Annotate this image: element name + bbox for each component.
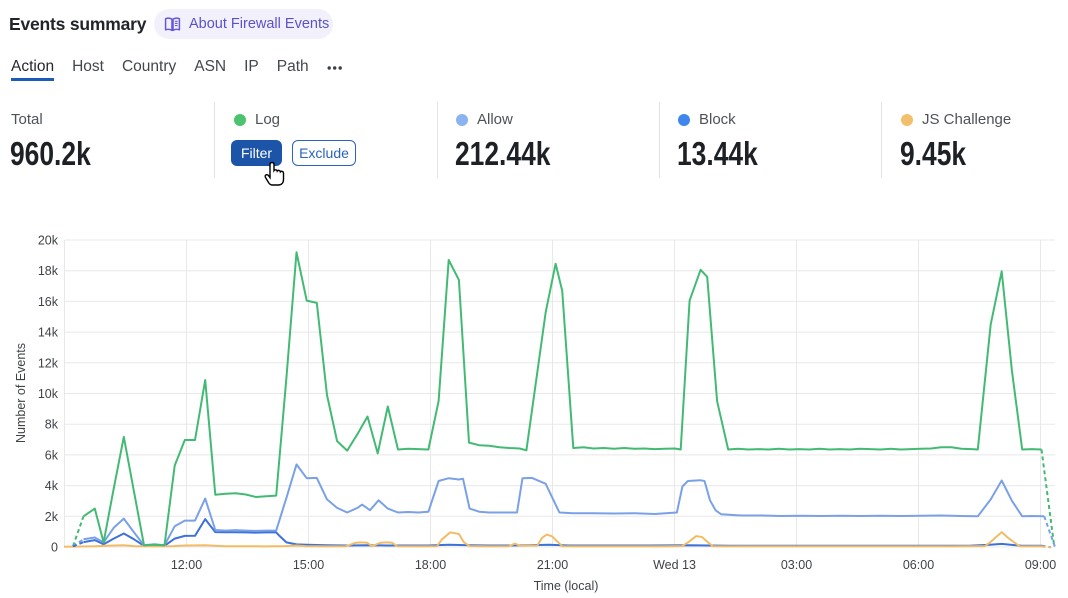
svg-text:8k: 8k	[45, 418, 59, 432]
svg-text:12k: 12k	[38, 356, 59, 370]
svg-text:Time (local): Time (local)	[534, 579, 599, 593]
svg-text:10k: 10k	[38, 387, 59, 401]
svg-text:Number of Events: Number of Events	[14, 343, 28, 443]
svg-text:14k: 14k	[38, 326, 59, 340]
svg-text:20k: 20k	[38, 234, 59, 248]
svg-text:0: 0	[51, 541, 58, 555]
svg-text:6k: 6k	[45, 448, 59, 462]
svg-text:16k: 16k	[38, 295, 59, 309]
svg-text:21:00: 21:00	[537, 558, 568, 572]
svg-text:09:00: 09:00	[1025, 558, 1056, 572]
svg-text:12:00: 12:00	[171, 558, 202, 572]
svg-text:18:00: 18:00	[415, 558, 446, 572]
svg-text:18k: 18k	[38, 264, 59, 278]
svg-text:03:00: 03:00	[781, 558, 812, 572]
svg-text:4k: 4k	[45, 479, 59, 493]
svg-text:06:00: 06:00	[903, 558, 934, 572]
svg-text:15:00: 15:00	[293, 558, 324, 572]
svg-text:2k: 2k	[45, 510, 59, 524]
svg-text:Wed 13: Wed 13	[653, 558, 696, 572]
